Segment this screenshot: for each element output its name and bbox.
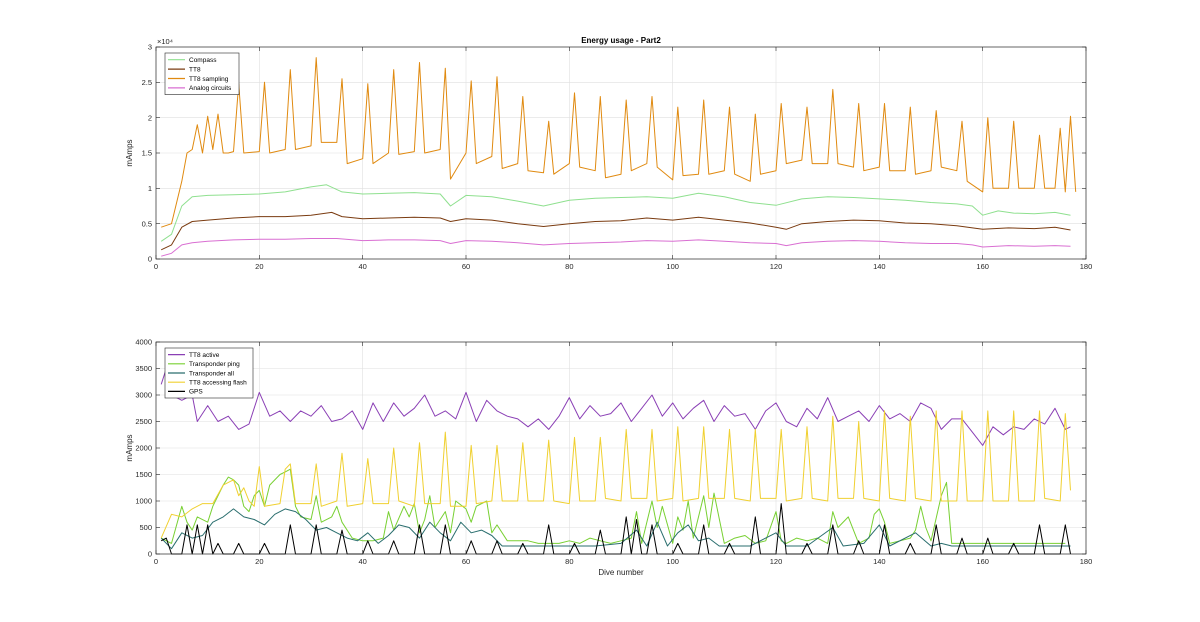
c1-xtick-label-9: 180	[1080, 557, 1093, 566]
c1-y-axis-label: mAmps	[125, 434, 134, 461]
c1-x-axis-label: Dive number	[598, 568, 644, 577]
c0-series-line-1	[160, 211, 1071, 251]
top-axes: 0 20 40 60 80 100 120 140 160 180 0 0.5 1 1.5 2 2.5 3 ×10…	[125, 36, 1092, 271]
c0-ytick-label-3: 1.5	[142, 149, 152, 158]
c1-ytick-label-5: 2500	[135, 417, 152, 426]
c0-xtick-label-6: 120	[770, 262, 783, 271]
c1-legend-label-3: TT8 accessing flash	[189, 380, 247, 387]
c1-ytick-label-8: 4000	[135, 338, 152, 347]
c0-ytick-label-4: 2	[148, 113, 152, 122]
c0-ytick-label-6: 3	[148, 43, 152, 52]
c1-ytick-label-2: 1000	[135, 497, 152, 506]
bottom-axes: 0 20 40 60 80 100 120 140 160 180 0 500 1000 1500 2000…	[125, 338, 1092, 577]
c1-xtick-label-3: 60	[462, 557, 470, 566]
c0-legend-label-0: Compass	[189, 57, 217, 64]
c1-xtick-label-8: 160	[976, 557, 989, 566]
c1-ytick-label-0: 0	[148, 550, 152, 559]
c0-xtick-label-8: 160	[976, 262, 989, 271]
c1-xtick-label-5: 100	[666, 557, 679, 566]
c1-series-line-3	[160, 410, 1071, 539]
c0-xtick-label-0: 0	[154, 262, 158, 271]
c1-legend-label-0: TT8 active	[189, 352, 220, 359]
c1-ytick-label-4: 2000	[135, 444, 152, 453]
c1-legend-label-1: Transponder ping	[189, 361, 240, 368]
c1-xtick-label-4: 80	[565, 557, 573, 566]
c0-xtick-label-4: 80	[565, 262, 573, 271]
c0-ytick-label-0: 0	[148, 255, 152, 264]
c0-series-line-3	[161, 238, 1071, 257]
c0-ytick-label-5: 2.5	[142, 78, 152, 87]
c1-ytick-label-3: 1500	[135, 470, 152, 479]
c0-chart-title: Energy usage - Part2	[581, 36, 661, 45]
c0-xtick-label-5: 100	[666, 262, 679, 271]
c0-xtick-label-3: 60	[462, 262, 470, 271]
c1-xtick-label-1: 20	[255, 557, 263, 566]
c0-xtick-label-1: 20	[255, 262, 263, 271]
c1-ytick-label-7: 3500	[135, 364, 152, 373]
c1-xtick-label-0: 0	[154, 557, 158, 566]
c1-series-line-2	[160, 508, 1071, 550]
c0-ytick-label-2: 1	[148, 184, 152, 193]
c1-xtick-label-7: 140	[873, 557, 886, 566]
c0-series-line-0	[160, 184, 1071, 242]
c0-legend-label-2: TT8 sampling	[189, 76, 229, 83]
c1-series-line-0	[160, 368, 1071, 446]
c0-legend-label-1: TT8	[189, 66, 201, 73]
c1-xtick-label-2: 40	[358, 557, 366, 566]
c1-ytick-label-6: 3000	[135, 391, 152, 400]
c0-xtick-label-9: 180	[1080, 262, 1093, 271]
c0-ytick-label-1: 0.5	[142, 219, 152, 228]
c0-legend-label-3: Analog circuits	[189, 85, 232, 92]
c1-legend-label-2: Transponder all	[189, 370, 234, 377]
c0-xtick-label-2: 40	[358, 262, 366, 271]
c1-xtick-label-6: 120	[770, 557, 783, 566]
c0-series-line-2	[161, 57, 1077, 228]
c1-legend-label-4: GPS	[189, 389, 203, 396]
c0-y-exponent-label: ×10⁴	[157, 37, 173, 46]
c1-ytick-label-1: 500	[139, 523, 152, 532]
c0-xtick-label-7: 140	[873, 262, 886, 271]
c0-y-axis-label: mAmps	[125, 139, 134, 166]
